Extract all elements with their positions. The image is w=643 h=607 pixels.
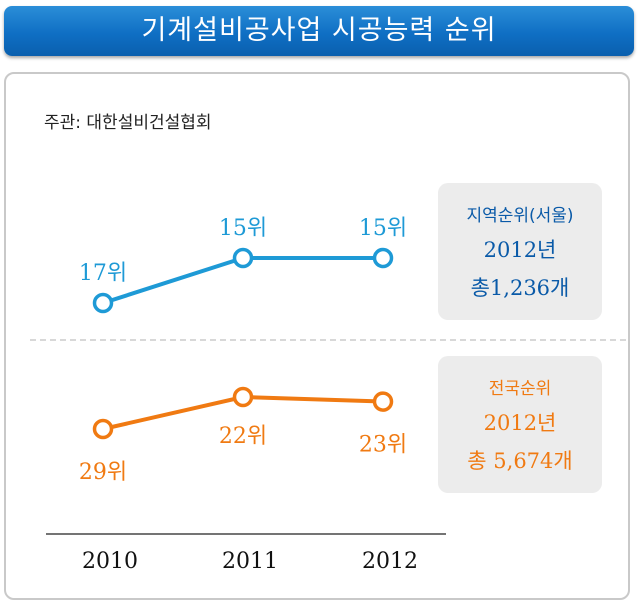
- page-title: 기계설비공사업 시공능력 순위: [4, 6, 634, 56]
- national-rank-box: 전국순위 2012년 총 5,674개: [438, 356, 602, 493]
- chart-panel: [4, 72, 630, 600]
- x-tick-label-2010: 2010: [82, 549, 138, 574]
- regional-point-2010: [92, 292, 114, 314]
- host-label: 주관: 대한설비건설협회: [44, 113, 212, 133]
- regional-box-year: 2012년: [483, 238, 557, 262]
- national-data-label-2011: 22위: [219, 424, 267, 449]
- regional-data-label-2012: 15위: [359, 216, 407, 241]
- national-data-label-2012: 23위: [359, 433, 407, 458]
- regional-point-2011: [232, 247, 254, 269]
- regional-point-2012: [372, 247, 394, 269]
- national-box-total: 총 5,674개: [467, 449, 573, 473]
- regional-rank-box: 지역순위(서울) 2012년 총1,236개: [438, 183, 602, 320]
- national-data-label-2010: 29위: [79, 460, 127, 485]
- regional-data-label-2011: 15위: [219, 216, 267, 241]
- national-box-title: 전국순위: [488, 379, 552, 399]
- national-point-2011: [232, 386, 254, 408]
- regional-data-label-2010: 17위: [79, 261, 127, 286]
- regional-box-title: 지역순위(서울): [466, 206, 574, 226]
- x-tick-label-2012: 2012: [362, 549, 418, 574]
- national-point-2010: [92, 418, 114, 440]
- national-box-year: 2012년: [483, 411, 557, 435]
- x-tick-label-2011: 2011: [222, 549, 278, 574]
- national-point-2012: [372, 391, 394, 412]
- regional-box-total: 총1,236개: [470, 276, 570, 300]
